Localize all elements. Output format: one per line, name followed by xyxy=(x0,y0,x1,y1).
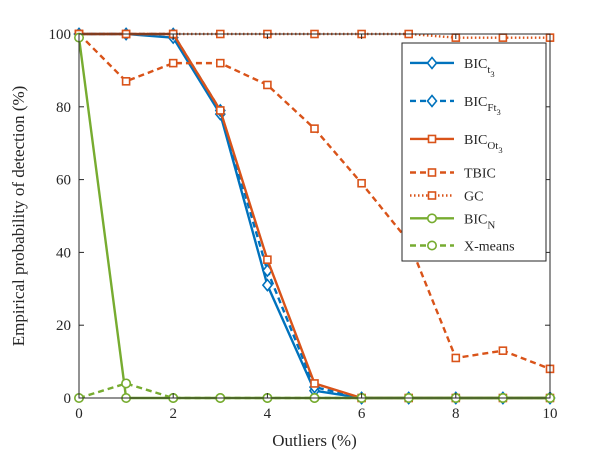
data-point xyxy=(310,124,319,133)
legend-item: GC xyxy=(410,190,483,205)
legend-label: TBIC xyxy=(464,167,496,182)
data-point xyxy=(357,178,366,188)
data-point xyxy=(498,33,508,42)
data-point xyxy=(451,353,461,363)
data-point xyxy=(498,346,508,355)
y-axis-label: Empirical probability of detection (%) xyxy=(9,86,28,347)
y-tick-label: 100 xyxy=(49,27,72,43)
legend-label: X-means xyxy=(464,240,515,255)
y-tick-label: 20 xyxy=(56,318,71,334)
data-point xyxy=(168,58,178,68)
x-tick-label: 6 xyxy=(358,406,366,422)
data-point xyxy=(121,77,131,86)
data-point xyxy=(216,106,225,115)
legend-marker xyxy=(427,168,437,177)
x-tick-label: 0 xyxy=(75,406,83,422)
x-tick-label: 4 xyxy=(264,406,272,422)
legend-label: GC xyxy=(464,190,483,205)
legend-marker xyxy=(427,191,437,200)
legend-marker xyxy=(426,94,438,108)
legend-marker xyxy=(426,240,437,251)
legend-box xyxy=(401,42,547,262)
legend-marker xyxy=(427,134,437,144)
y-tick-label: 0 xyxy=(64,391,72,407)
series-line xyxy=(78,382,550,400)
x-axis-label: Outliers (%) xyxy=(272,431,357,450)
legend-marker xyxy=(426,56,438,70)
legend-item: X-means xyxy=(410,240,515,255)
data-point xyxy=(263,80,272,90)
series-line xyxy=(79,32,550,39)
legend-marker xyxy=(426,213,437,224)
data-point xyxy=(121,378,132,389)
y-tick-label: 80 xyxy=(56,100,71,116)
axes-box xyxy=(78,33,551,399)
data-point xyxy=(216,58,225,68)
data-point xyxy=(310,379,319,388)
data-point xyxy=(263,255,272,264)
data-point xyxy=(261,278,273,292)
y-tick-label: 40 xyxy=(56,245,71,261)
y-tick-label: 60 xyxy=(56,173,71,189)
x-tick-label: 2 xyxy=(169,406,177,422)
x-tick-label: 8 xyxy=(452,406,460,422)
legend-item: TBIC xyxy=(410,167,496,182)
x-tick-label: 10 xyxy=(543,406,558,422)
